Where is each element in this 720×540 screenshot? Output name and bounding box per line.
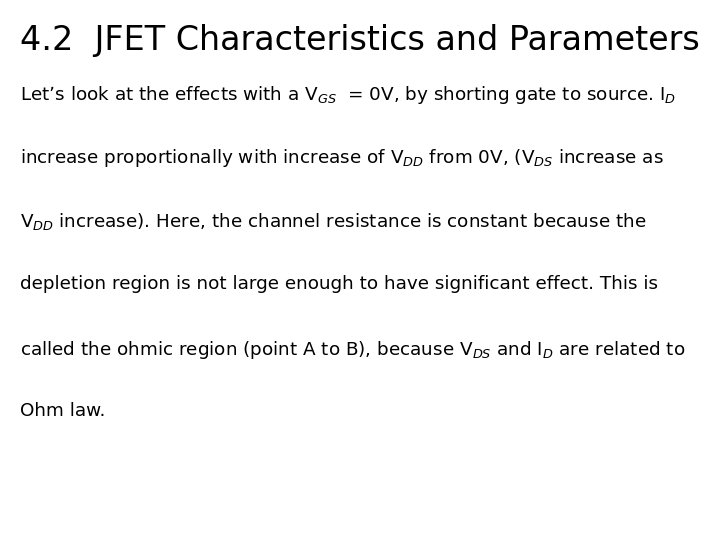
Text: 4.2  JFET Characteristics and Parameters: 4.2 JFET Characteristics and Parameters <box>20 24 700 57</box>
Text: V$_{DD}$ increase). Here, the channel resistance is constant because the: V$_{DD}$ increase). Here, the channel re… <box>20 211 647 232</box>
Text: called the ohmic region (point A to B), because V$_{DS}$ and I$_{D}$ are related: called the ohmic region (point A to B), … <box>20 339 685 361</box>
Text: Ohm law.: Ohm law. <box>20 402 106 420</box>
Text: depletion region is not large enough to have significant effect. This is: depletion region is not large enough to … <box>20 275 658 293</box>
Text: increase proportionally with increase of V$_{DD}$ from 0V, (V$_{DS}$ increase as: increase proportionally with increase of… <box>20 147 664 170</box>
Text: Let’s look at the effects with a V$_{GS}$  = 0V, by shorting gate to source. I$_: Let’s look at the effects with a V$_{GS}… <box>20 84 676 106</box>
